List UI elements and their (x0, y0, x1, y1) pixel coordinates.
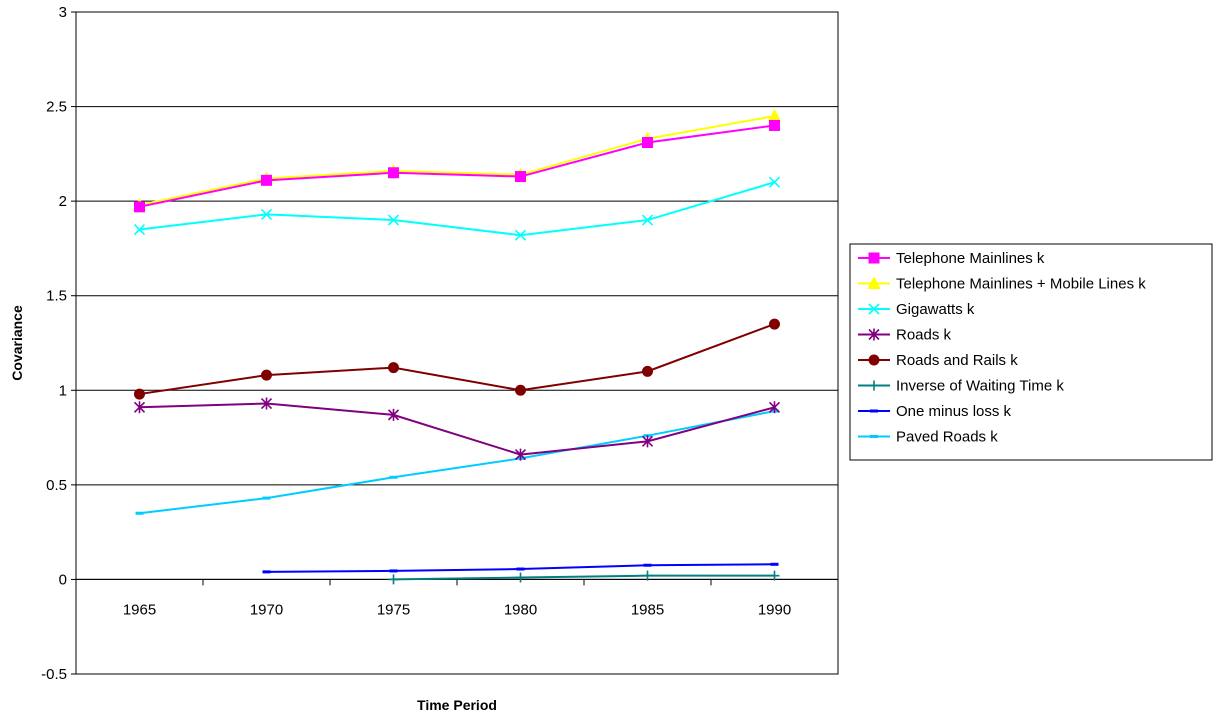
data-point (260, 397, 273, 410)
legend-item: Gigawatts k (858, 301, 975, 318)
legend-marker (869, 380, 879, 391)
series-roads-and-rails-k (134, 318, 780, 400)
data-point (641, 214, 654, 226)
data-point (515, 171, 526, 183)
series-roads-k (133, 397, 781, 461)
data-point (642, 570, 653, 581)
data-point (514, 448, 527, 461)
legend-marker (870, 409, 878, 413)
series-inverse-of-waiting-time-k (388, 570, 780, 585)
legend-marker (868, 252, 880, 264)
y-tick-label: -0.5 (41, 666, 67, 683)
data-point (769, 318, 780, 330)
data-point (641, 435, 654, 448)
legend-marker (870, 435, 878, 438)
data-point (768, 176, 781, 188)
series-telephone-mainlines-k (134, 119, 780, 213)
legend-marker (867, 276, 881, 289)
legend-label: One minus loss k (896, 403, 1012, 420)
legend-label: Telephone Mainlines + Mobile Lines k (896, 276, 1146, 293)
legend-label: Roads k (896, 327, 952, 344)
legend-label: Paved Roads k (896, 429, 998, 446)
x-tick-label: 1975 (377, 601, 410, 618)
y-tick-label: 0.5 (46, 477, 67, 494)
data-point (642, 137, 653, 149)
legend-item: Roads k (858, 327, 952, 344)
legend-item: Roads and Rails k (858, 352, 1018, 369)
y-axis-title: Covariance (9, 305, 25, 381)
data-point (261, 369, 272, 381)
legend-label: Gigawatts k (896, 301, 975, 318)
data-point (261, 174, 272, 186)
legend-label: Roads and Rails k (896, 352, 1018, 369)
data-point (642, 365, 653, 377)
legend-item: One minus loss k (858, 403, 1012, 420)
legend-item: Telephone Mainlines k (858, 250, 1045, 267)
data-point (134, 201, 145, 213)
data-point (133, 401, 146, 414)
data-point (515, 572, 526, 583)
series-line (139, 124, 775, 208)
series-line (139, 410, 775, 515)
data-point (388, 574, 399, 585)
y-tick-label: 2.5 (46, 99, 67, 116)
y-tick-label: 1 (59, 382, 67, 399)
y-tick-label: 3 (59, 4, 67, 21)
data-point (260, 208, 273, 220)
axes: -0.5 0 0.5 1 1.5 2 2.5 3 1965 1970 1975 1980 1985 199… (41, 4, 839, 683)
data-point (768, 401, 781, 414)
data-point (388, 362, 399, 374)
legend-item: Telephone Mainlines + Mobile Lines k (858, 276, 1146, 293)
data-point (387, 408, 400, 421)
data-point (389, 569, 398, 573)
data-point (134, 388, 145, 400)
series-telephone-mainlines-mobile-lines-k (132, 108, 782, 211)
y-tick-label: 0 (59, 571, 67, 588)
data-point (262, 570, 271, 574)
series-line (139, 323, 775, 396)
data-point (133, 223, 146, 236)
y-tick-label: 1.5 (46, 288, 67, 305)
series-gigawatts-k (133, 176, 781, 241)
data-point (388, 167, 399, 179)
plot-area (75, 11, 839, 675)
legend-item: Inverse of Waiting Time k (858, 378, 1064, 395)
data-point (387, 214, 400, 226)
data-point (515, 384, 526, 396)
x-tick-label: 1980 (504, 601, 537, 618)
x-tick-label: 1965 (123, 601, 156, 618)
legend-item: Paved Roads k (858, 429, 998, 446)
data-point (770, 562, 779, 566)
series-line (139, 402, 775, 456)
data-point (767, 108, 782, 122)
series-line (139, 115, 775, 206)
x-tick-label: 1985 (631, 601, 664, 618)
data-point (135, 511, 144, 515)
series-line (139, 181, 775, 237)
legend-label: Telephone Mainlines k (896, 250, 1045, 267)
data-point (516, 567, 525, 571)
y-tick-label: 2 (59, 193, 67, 210)
series-paved-roads-k (135, 409, 779, 515)
legend-marker (868, 328, 880, 341)
data-point (769, 119, 780, 131)
series-line (393, 574, 775, 581)
x-tick-label: 1990 (758, 601, 791, 618)
x-tick-label: 1970 (250, 601, 283, 618)
series-lines (132, 108, 782, 585)
data-point (643, 563, 652, 567)
legend-label: Inverse of Waiting Time k (896, 378, 1064, 395)
x-axis-title: Time Period (417, 697, 497, 713)
legend: Telephone Mainlines k Telephone Mainlines… (849, 243, 1213, 461)
legend-marker (868, 303, 880, 315)
legend-box (849, 243, 1213, 461)
data-point (389, 475, 398, 479)
data-point (262, 496, 271, 500)
data-point (769, 570, 780, 581)
series-one-minus-loss-k (262, 562, 779, 574)
legend-marker (868, 354, 880, 366)
data-point (514, 229, 527, 241)
